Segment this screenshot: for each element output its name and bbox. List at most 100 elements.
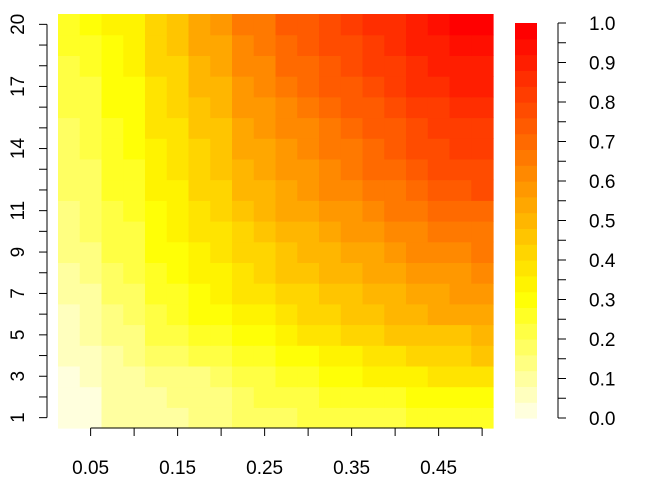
heatmap-cell (232, 138, 255, 160)
heatmap-cell (471, 200, 494, 222)
heatmap-cell (253, 76, 277, 98)
legend-swatch (515, 402, 537, 419)
y-tick-label: 11 (8, 201, 29, 221)
y-tick-label: 5 (8, 330, 29, 341)
heatmap-cell (79, 96, 103, 119)
heatmap-cell (58, 55, 81, 77)
heatmap-cell (253, 138, 277, 160)
heatmap-cell (79, 283, 103, 305)
heatmap-cell (58, 241, 81, 263)
legend-swatch (515, 181, 537, 198)
heatmap-cell (79, 324, 103, 346)
legend-swatch (515, 307, 537, 324)
heatmap-cell (384, 96, 407, 119)
heatmap-cell (319, 55, 342, 77)
heatmap-cell (210, 200, 233, 222)
heatmap-cell (362, 34, 385, 56)
heatmap-cell (340, 407, 364, 429)
heatmap-cell (362, 365, 385, 388)
heatmap-cell (188, 407, 211, 429)
heatmap-cell (449, 407, 472, 429)
heatmap-cell (384, 158, 407, 181)
heatmap-cell (340, 117, 364, 139)
heatmap-cell (406, 117, 429, 139)
heatmap-cell (145, 386, 168, 408)
heatmap-cell (406, 407, 429, 429)
heatmap-cell (340, 386, 364, 408)
heatmap-cell (232, 76, 255, 98)
heatmap-cell (253, 407, 277, 429)
legend-swatch (515, 23, 537, 40)
heatmap-cell (297, 158, 320, 181)
x-tick-label: 0.35 (333, 458, 370, 479)
heatmap-cell (145, 262, 168, 284)
heatmap-cell (253, 14, 277, 36)
heatmap-cell (79, 14, 103, 36)
heatmap-cell (340, 221, 364, 243)
heatmap-cell (427, 241, 451, 263)
y-tick-label: 14 (8, 138, 29, 160)
heatmap-cell (471, 303, 494, 326)
legend-tick-label: 0.3 (589, 291, 615, 312)
heatmap-cell (427, 158, 451, 181)
heatmap-cell (297, 14, 320, 36)
legend-swatch (515, 133, 537, 150)
heatmap-cell (123, 96, 146, 119)
heatmap-cell (210, 345, 233, 367)
heatmap-cell (297, 55, 320, 77)
heatmap-cell (427, 138, 451, 160)
heatmap-cell (79, 76, 103, 98)
heatmap-cell (123, 76, 146, 98)
heatmap-cell (166, 76, 190, 98)
heatmap-cell (427, 96, 451, 119)
heatmap-cell (449, 262, 472, 284)
legend-swatch (515, 339, 537, 356)
heatmap-cell (449, 200, 472, 222)
heatmap-cell (319, 262, 342, 284)
legend-tick-label: 0.7 (589, 133, 615, 154)
heatmap-cell (166, 241, 190, 263)
heatmap-cell (406, 303, 429, 326)
legend-swatch (515, 323, 537, 340)
heatmap-cell (384, 14, 407, 36)
heatmap-cell (449, 221, 472, 243)
heatmap-cell (362, 158, 385, 181)
heatmap-cell (232, 179, 255, 201)
heatmap-cell (145, 96, 168, 119)
heatmap-cell (79, 345, 103, 367)
heatmap-cell (362, 55, 385, 77)
legend-tick-label: 0.1 (589, 370, 615, 391)
heatmap-cell (253, 221, 277, 243)
heatmap-cell (188, 179, 211, 201)
heatmap-cell (210, 283, 233, 305)
heatmap-cell (471, 179, 494, 201)
heatmap-cell (340, 14, 364, 36)
legend-tick-label: 0.0 (589, 409, 615, 430)
heatmap-cell (58, 345, 81, 367)
heatmap-cell (340, 179, 364, 201)
legend-tick-label: 0.9 (589, 54, 615, 75)
heatmap-cell (275, 221, 298, 243)
heatmap-cell (319, 324, 342, 346)
heatmap-cell (319, 407, 342, 429)
x-tick-label: 0.25 (246, 458, 283, 479)
heatmap-cell (449, 76, 472, 98)
heatmap-cell (427, 34, 451, 56)
heatmap-cell (188, 324, 211, 346)
heatmap-cell (449, 158, 472, 181)
heatmap-cell (406, 200, 429, 222)
heatmap-cell (101, 386, 124, 408)
heatmap-cell (427, 200, 451, 222)
heatmap-cell (145, 76, 168, 98)
heatmap-cell (406, 283, 429, 305)
heatmap-cell (101, 303, 124, 326)
legend-tick-label: 0.2 (589, 330, 615, 351)
heatmap-cell (449, 138, 472, 160)
heatmap-cell (471, 221, 494, 243)
heatmap-cell (471, 262, 494, 284)
heatmap-cell (275, 76, 298, 98)
heatmap-cell (275, 407, 298, 429)
heatmap-cell (145, 179, 168, 201)
heatmap-cell (340, 365, 364, 388)
heatmap-cell (319, 138, 342, 160)
